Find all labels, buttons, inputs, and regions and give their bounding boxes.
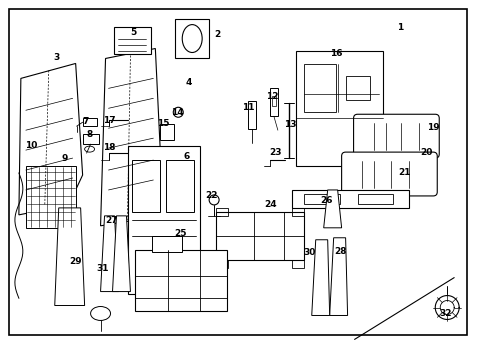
Text: 6: 6 [183,152,190,161]
Text: 16: 16 [329,49,342,58]
Bar [271,96,275,106]
Bar [175,19,209,58]
Bar [303,64,335,112]
Bar [216,208,227,216]
Text: 14: 14 [171,108,183,117]
Bar [132,160,160,212]
Bar [26,166,76,228]
Bar [166,160,194,212]
Text: 31: 31 [96,265,108,274]
Text: 15: 15 [157,119,169,128]
Polygon shape [329,238,347,315]
Text: 7: 7 [82,117,88,126]
Text: 22: 22 [204,191,217,200]
Text: 2: 2 [214,30,221,39]
Bar [216,260,227,268]
Text: 20: 20 [420,148,432,157]
Bar [291,260,303,268]
Text: 13: 13 [284,120,296,129]
Polygon shape [112,216,130,292]
Bar [152,236,182,252]
Text: 17: 17 [103,116,116,125]
Text: 21: 21 [397,168,410,177]
Text: 11: 11 [242,103,254,112]
Bar [113,27,151,54]
Polygon shape [323,190,341,228]
Text: 27: 27 [105,216,118,225]
Polygon shape [311,240,329,315]
FancyBboxPatch shape [353,114,438,158]
Polygon shape [101,49,162,226]
Bar [216,212,303,260]
Bar [135,250,226,311]
Text: 12: 12 [266,92,279,101]
Text: 4: 4 [185,78,191,87]
Text: 28: 28 [334,247,346,256]
Text: 5: 5 [130,28,136,37]
Bar [82,118,96,126]
Text: 19: 19 [426,123,438,132]
Bar [291,208,303,216]
Text: 32: 32 [439,309,451,318]
Text: 30: 30 [303,248,315,257]
Text: 9: 9 [61,154,67,163]
Bar [291,190,408,208]
Text: 23: 23 [268,148,281,157]
Polygon shape [55,208,84,306]
Bar [295,50,383,166]
FancyBboxPatch shape [341,152,436,196]
Text: 25: 25 [174,229,186,238]
Bar [128,146,200,293]
Bar [303,194,339,204]
Bar [345,76,369,100]
Polygon shape [19,63,82,215]
Text: 24: 24 [264,200,276,209]
Polygon shape [101,216,118,292]
Text: 3: 3 [54,53,60,62]
Bar [269,88,277,116]
Text: 29: 29 [69,257,81,266]
Bar [160,124,174,140]
Bar [82,134,99,144]
Text: 10: 10 [25,141,38,150]
Bar [357,194,393,204]
Text: 8: 8 [87,130,93,139]
Text: 26: 26 [320,196,332,205]
Text: 18: 18 [103,143,116,152]
Text: 1: 1 [396,23,403,32]
Bar [247,101,255,129]
